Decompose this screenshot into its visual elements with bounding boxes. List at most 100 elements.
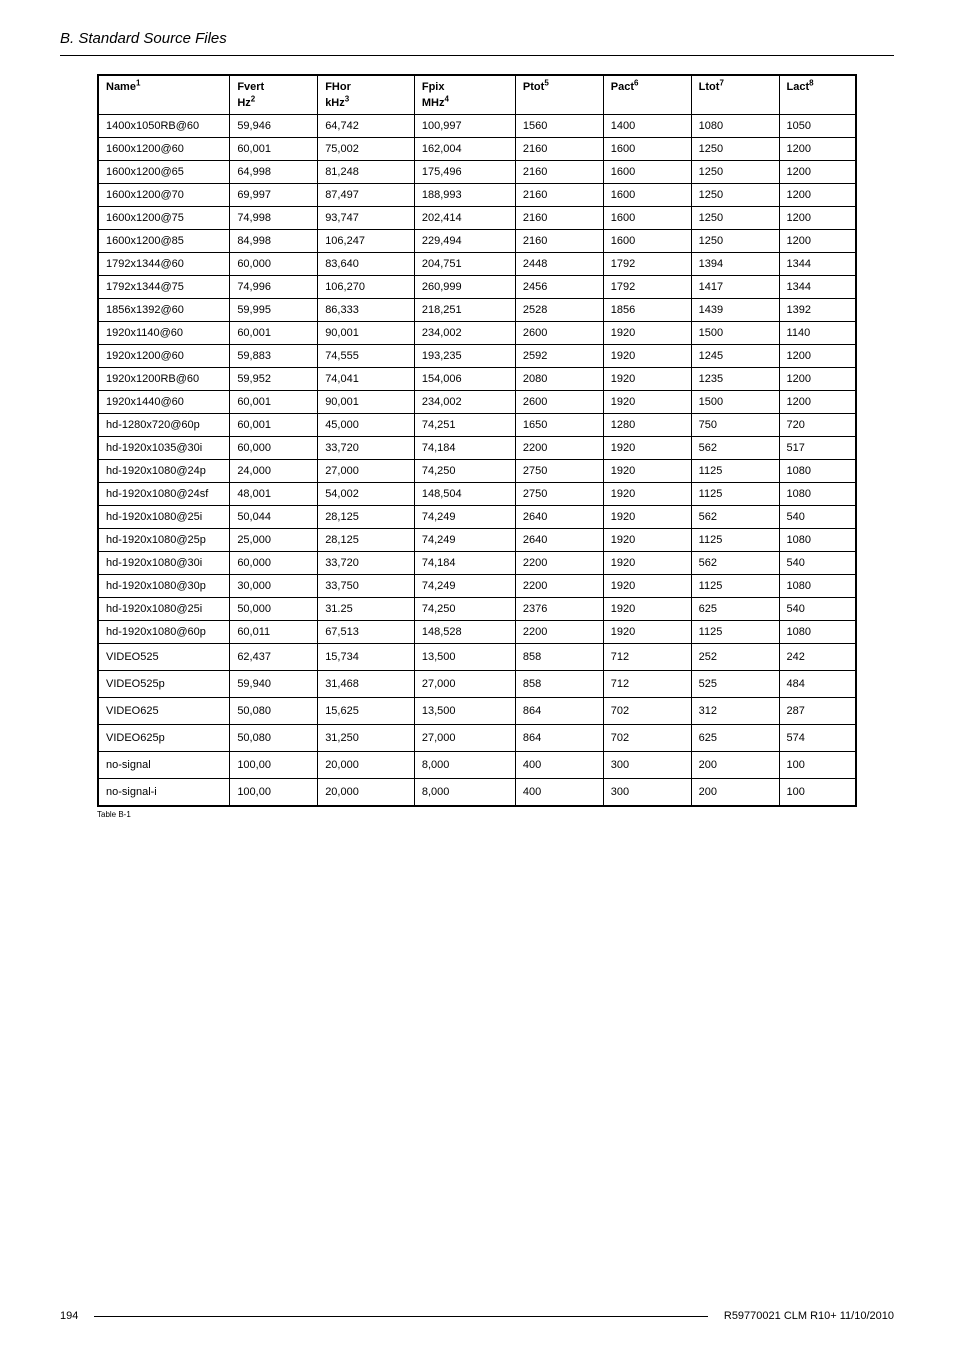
table-cell: 400 (515, 779, 603, 807)
table-cell: 562 (691, 506, 779, 529)
table-row: 1600x1200@8584,998106,247229,49421601600… (98, 230, 856, 253)
col-header-ptot: Ptot5 (515, 75, 603, 115)
table-cell: 60,001 (230, 391, 318, 414)
table-cell: 1125 (691, 460, 779, 483)
table-cell: 1920x1200RB@60 (98, 368, 230, 391)
table-cell: 60,001 (230, 322, 318, 345)
table-cell: 148,528 (414, 621, 515, 644)
table-cell: 1250 (691, 161, 779, 184)
table-cell: 64,998 (230, 161, 318, 184)
table-cell: VIDEO525 (98, 644, 230, 671)
table-cell: 858 (515, 671, 603, 698)
table-cell: 87,497 (318, 184, 415, 207)
table-cell: 1080 (779, 529, 856, 552)
table-cell: 1600x1200@65 (98, 161, 230, 184)
table-cell: 625 (691, 598, 779, 621)
table-cell: 1792x1344@75 (98, 276, 230, 299)
col-header-ptot-text: Ptot (523, 81, 544, 93)
col-subheader-mhz: MHz4 (414, 95, 515, 115)
col-header-fhor: FHor (318, 75, 415, 95)
col-subheader-khz-sup: 3 (345, 94, 349, 103)
table-cell: 1080 (779, 621, 856, 644)
source-files-table: Name1 Fvert FHor Fpix Ptot5 Pact6 Ltot7 … (97, 74, 857, 807)
table-row: 1920x1200@6059,88374,555193,235259219201… (98, 345, 856, 368)
table-cell: 525 (691, 671, 779, 698)
col-subheader-mhz-text: MHz (422, 97, 445, 109)
table-cell: 1200 (779, 138, 856, 161)
table-cell: 1920x1140@60 (98, 322, 230, 345)
table-cell: VIDEO625p (98, 725, 230, 752)
table-cell: 1200 (779, 207, 856, 230)
table-cell: 574 (779, 725, 856, 752)
table-cell: 300 (603, 752, 691, 779)
table-cell: hd-1920x1080@24sf (98, 483, 230, 506)
table-cell: 1856 (603, 299, 691, 322)
table-cell: 1140 (779, 322, 856, 345)
table-cell: 31.25 (318, 598, 415, 621)
table-cell: 74,998 (230, 207, 318, 230)
table-cell: 252 (691, 644, 779, 671)
table-row: 1920x1440@6060,00190,001234,002260019201… (98, 391, 856, 414)
table-cell: no-signal-i (98, 779, 230, 807)
table-cell: 8,000 (414, 752, 515, 779)
table-cell: 74,184 (414, 437, 515, 460)
table-cell: 1417 (691, 276, 779, 299)
table-cell: 74,251 (414, 414, 515, 437)
col-subheader-mhz-sup: 4 (444, 94, 448, 103)
col-header-fvert-text: Fvert (237, 81, 264, 93)
table-cell: 1920 (603, 368, 691, 391)
table-cell: 1250 (691, 207, 779, 230)
table-cell: 1125 (691, 575, 779, 598)
table-cell: 1250 (691, 184, 779, 207)
table-cell: 1600 (603, 184, 691, 207)
table-cell: 202,414 (414, 207, 515, 230)
col-header-pact: Pact6 (603, 75, 691, 115)
footer-rule (94, 1316, 708, 1317)
table-cell: 712 (603, 644, 691, 671)
table-cell: 33,750 (318, 575, 415, 598)
table-row: 1400x1050RB@6059,94664,742100,9971560140… (98, 115, 856, 138)
table-cell: hd-1920x1035@30i (98, 437, 230, 460)
table-cell: no-signal (98, 752, 230, 779)
table-row: hd-1920x1035@30i60,00033,72074,184220019… (98, 437, 856, 460)
table-cell: 234,002 (414, 322, 515, 345)
table-cell: 1200 (779, 345, 856, 368)
table-cell: 2200 (515, 437, 603, 460)
table-cell: 517 (779, 437, 856, 460)
col-subheader-khz-text: kHz (325, 97, 345, 109)
table-cell: 1245 (691, 345, 779, 368)
table-cell: 30,000 (230, 575, 318, 598)
table-cell: 33,720 (318, 552, 415, 575)
table-cell: 20,000 (318, 779, 415, 807)
table-row: VIDEO52562,43715,73413,500858712252242 (98, 644, 856, 671)
table-cell: 1600x1200@75 (98, 207, 230, 230)
table-cell: 2448 (515, 253, 603, 276)
col-header-lact-text: Lact (787, 81, 810, 93)
table-cell: 702 (603, 725, 691, 752)
table-cell: 200 (691, 779, 779, 807)
table-cell: 2160 (515, 138, 603, 161)
table-cell: 31,250 (318, 725, 415, 752)
table-cell: 64,742 (318, 115, 415, 138)
table-cell: 1792 (603, 276, 691, 299)
table-cell: 540 (779, 552, 856, 575)
table-cell: 1344 (779, 253, 856, 276)
table-row: hd-1920x1080@30i60,00033,72074,184220019… (98, 552, 856, 575)
table-cell: hd-1920x1080@30i (98, 552, 230, 575)
col-header-name: Name1 (98, 75, 230, 115)
table-cell: 27,000 (414, 671, 515, 698)
table-cell: 25,000 (230, 529, 318, 552)
table-row: hd-1920x1080@24sf48,00154,002148,5042750… (98, 483, 856, 506)
col-header-fvert: Fvert (230, 75, 318, 95)
col-header-name-sup: 1 (136, 78, 140, 87)
table-cell: 1600x1200@70 (98, 184, 230, 207)
table-cell: 400 (515, 752, 603, 779)
table-row: 1792x1344@6060,00083,640204,751244817921… (98, 253, 856, 276)
table-cell: hd-1920x1080@25i (98, 598, 230, 621)
table-cell: 1200 (779, 161, 856, 184)
table-row: hd-1920x1080@25p25,00028,12574,249264019… (98, 529, 856, 552)
table-cell: 45,000 (318, 414, 415, 437)
table-cell: 2376 (515, 598, 603, 621)
col-header-pact-sup: 6 (634, 78, 638, 87)
table-cell: 1920 (603, 598, 691, 621)
